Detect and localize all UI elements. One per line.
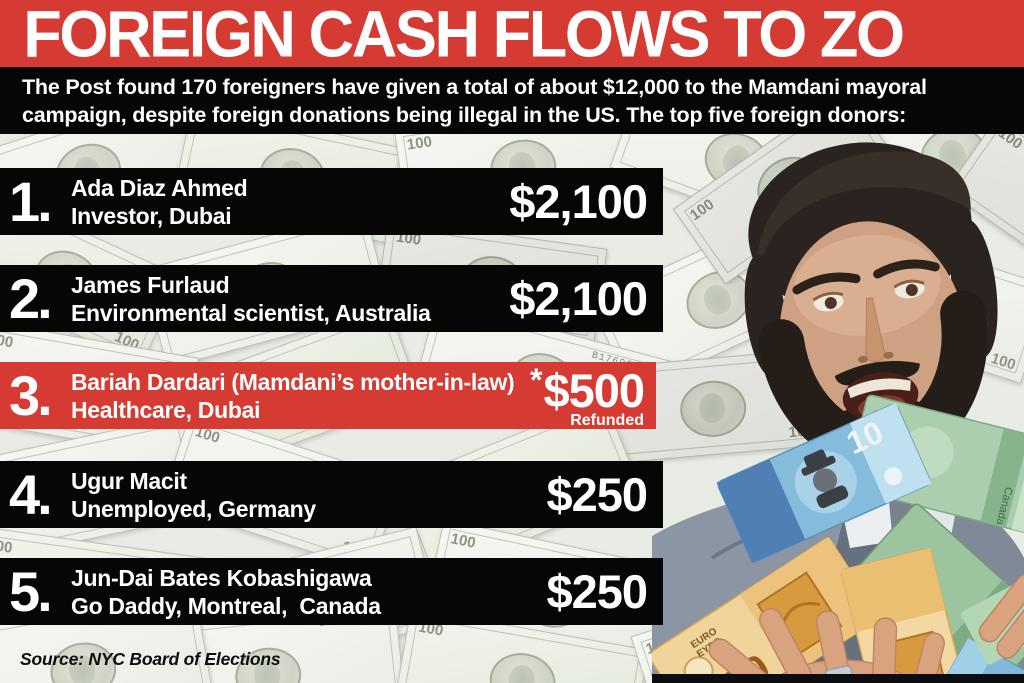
donation-amount: $2,100: [509, 272, 648, 325]
aud-10-note: 10: [716, 402, 932, 564]
page-title: FOREIGN CASH FLOWS TO ZO: [23, 0, 905, 71]
donor-row-4: 4. Ugur Macit Unemployed, Germany $250: [0, 461, 663, 528]
donor-name: Bariah Dardari (Mamdani’s mother-in-law): [71, 368, 515, 395]
rank-number: 4.: [9, 462, 53, 526]
donor-name: Jun-Dai Bates Kobashigawa: [71, 564, 372, 591]
donation-amount: *$500 Refunded: [529, 362, 645, 429]
donor-detail: Healthcare, Dubai: [71, 396, 261, 423]
source-credit: Source: NYC Board of Elections: [20, 649, 281, 669]
intro-line-2: campaign, despite foreign donations bein…: [22, 103, 907, 127]
eyebrow-left: [792, 272, 861, 295]
intro-bar: The Post found 170 foreigners have given…: [0, 67, 1024, 134]
rank-number: 5.: [9, 559, 53, 623]
donor-detail: Environmental scientist, Australia: [71, 299, 431, 326]
nose: [865, 297, 886, 363]
donor-detail: Go Daddy, Montreal, Canada: [71, 592, 381, 619]
eyebrow-right: [873, 259, 940, 279]
banknote-portrait: [801, 449, 849, 509]
bill-denomination: 100: [405, 133, 434, 154]
rank-number: 2.: [9, 266, 53, 330]
hand-right: [978, 573, 1024, 659]
bill-portrait: [485, 648, 560, 683]
donor-row-3-highlighted: 3. Bariah Dardari (Mamdani’s mother-in-l…: [0, 362, 656, 429]
donation-amount: $250: [546, 565, 648, 618]
refunded-note: Refunded: [570, 412, 644, 429]
bottom-strip: [652, 674, 1024, 683]
donor-row-2: 2. James Furlaud Environmental scientist…: [0, 265, 663, 332]
donation-amount: $250: [546, 468, 648, 521]
bill-denomination: 100: [0, 536, 14, 557]
headline-banner: FOREIGN CASH FLOWS TO ZO: [0, 0, 1024, 67]
donor-detail: Investor, Dubai: [71, 202, 232, 229]
donor-row-1: 1. Ada Diaz Ahmed Investor, Dubai $2,100: [0, 168, 663, 235]
donation-amount: $2,100: [509, 175, 648, 228]
donor-detail: Unemployed, Germany: [71, 495, 316, 522]
rank-number: 3.: [9, 363, 53, 427]
rank-number: 1.: [9, 169, 53, 233]
man-hair-sweep: [755, 151, 971, 267]
donor-name: Ugur Macit: [71, 467, 187, 494]
teeth: [847, 378, 911, 399]
person-photo: 20 Canada 10: [652, 142, 1024, 683]
donor-row-5: 5. Jun-Dai Bates Kobashigawa Go Daddy, M…: [0, 558, 663, 625]
bill-denomination: 100: [0, 330, 15, 352]
bill-denomination: 100: [449, 530, 478, 552]
man-face: [744, 142, 998, 481]
donor-name: Ada Diaz Ahmed: [71, 174, 248, 201]
donor-name: James Furlaud: [71, 271, 230, 298]
asterisk: *: [529, 362, 543, 398]
intro-line-1: The Post found 170 foreigners have given…: [22, 75, 927, 99]
